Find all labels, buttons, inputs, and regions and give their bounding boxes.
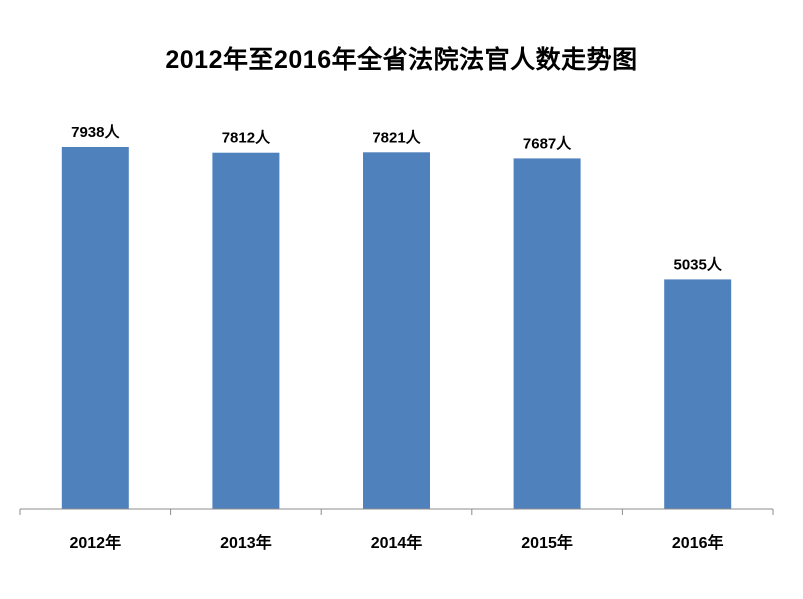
x-axis-ticks: [19, 509, 774, 515]
category-label: 2015年: [521, 533, 573, 552]
value-label: 7812人: [222, 130, 271, 147]
bar-2013年: [212, 152, 280, 509]
bar-2012年: [61, 147, 129, 509]
value-label: 7687人: [523, 135, 572, 152]
bar-2014年: [363, 152, 430, 510]
value-label: 7821人: [372, 129, 421, 146]
category-label: 2012年: [69, 533, 121, 552]
category-label: 2013年: [220, 533, 272, 552]
value-label: 7938人: [71, 124, 120, 141]
category-label: 2014年: [371, 533, 423, 552]
bars-group: [61, 147, 732, 510]
bar-2016年: [664, 279, 732, 509]
value-labels-group: 7938人 7812人 7821人 7687人 5035人: [71, 124, 723, 273]
bar-2015年: [513, 158, 581, 509]
value-label: 5035人: [674, 256, 723, 273]
category-labels-group: 2012年 2013年 2014年 2015年 2016年: [69, 533, 723, 552]
category-label: 2016年: [672, 533, 724, 552]
chart-title: 2012年至2016年全省法院法官人数走势图: [165, 46, 638, 74]
